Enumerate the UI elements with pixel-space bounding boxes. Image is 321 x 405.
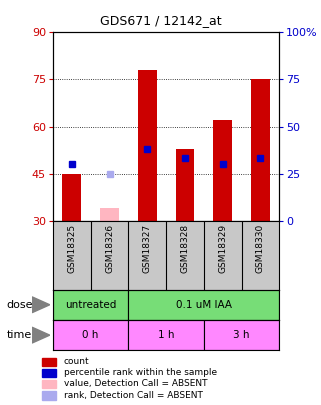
Text: dose: dose bbox=[6, 300, 33, 310]
Bar bbox=[176, 149, 195, 221]
Polygon shape bbox=[32, 297, 50, 313]
Text: percentile rank within the sample: percentile rank within the sample bbox=[64, 369, 217, 377]
Bar bbox=[251, 79, 270, 221]
Bar bbox=[128, 320, 204, 350]
Text: value, Detection Call = ABSENT: value, Detection Call = ABSENT bbox=[64, 379, 207, 388]
Text: rank, Detection Call = ABSENT: rank, Detection Call = ABSENT bbox=[64, 391, 203, 400]
Text: 1 h: 1 h bbox=[158, 330, 174, 340]
Text: GSM18325: GSM18325 bbox=[67, 224, 76, 273]
Bar bbox=[128, 290, 279, 320]
Bar bbox=[213, 120, 232, 221]
Polygon shape bbox=[32, 327, 50, 343]
Text: time: time bbox=[6, 330, 32, 340]
Bar bbox=[42, 391, 56, 400]
Bar bbox=[53, 290, 128, 320]
Bar bbox=[204, 320, 279, 350]
Text: GSM18329: GSM18329 bbox=[218, 224, 227, 273]
Bar bbox=[53, 320, 128, 350]
Text: GSM18326: GSM18326 bbox=[105, 224, 114, 273]
Text: 3 h: 3 h bbox=[233, 330, 250, 340]
Text: untreated: untreated bbox=[65, 300, 117, 310]
Bar bbox=[42, 358, 56, 366]
Text: GSM18328: GSM18328 bbox=[180, 224, 189, 273]
Bar bbox=[42, 369, 56, 377]
Text: GSM18327: GSM18327 bbox=[143, 224, 152, 273]
Bar bbox=[138, 70, 157, 221]
Bar bbox=[100, 208, 119, 221]
Bar bbox=[62, 174, 81, 221]
Text: 0.1 uM IAA: 0.1 uM IAA bbox=[176, 300, 232, 310]
Text: GSM18330: GSM18330 bbox=[256, 224, 265, 273]
Bar bbox=[42, 380, 56, 388]
Text: GDS671 / 12142_at: GDS671 / 12142_at bbox=[100, 14, 221, 27]
Text: 0 h: 0 h bbox=[82, 330, 99, 340]
Text: count: count bbox=[64, 357, 89, 367]
